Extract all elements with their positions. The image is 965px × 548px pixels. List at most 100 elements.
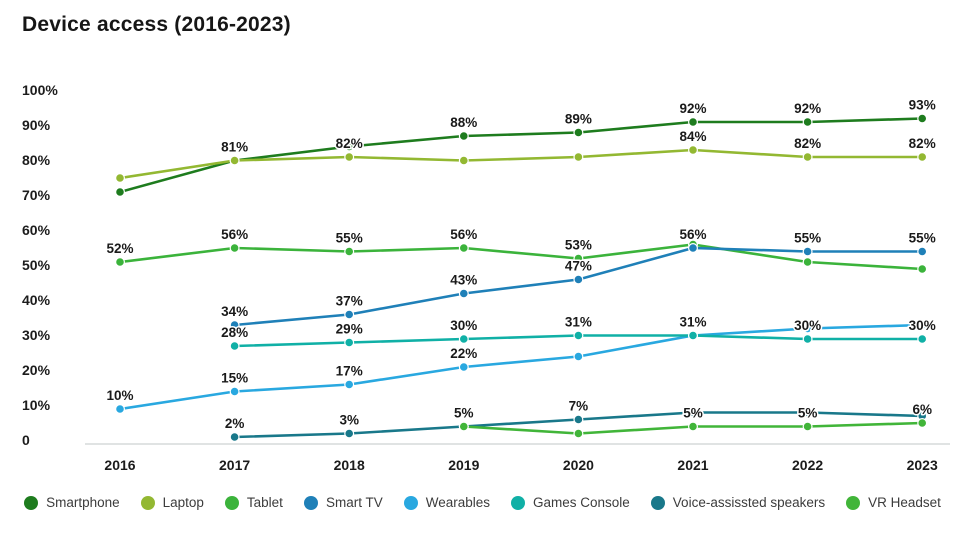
series-line-laptop [118,148,924,180]
legend-item-tablet[interactable]: Tablet [224,495,283,510]
data-point-label-games-console-2019: 30% [450,318,477,333]
y-axis-tick-label: 80% [22,152,51,168]
data-point-label-games-console-2017: 28% [221,325,248,340]
data-point-label-smart-tv-2022: 55% [794,231,821,246]
y-axis-tick-label: 20% [22,362,51,378]
data-point-label-vr-headset-2019: 5% [454,406,474,421]
data-point-tablet-2016 [114,257,125,268]
y-axis-tick-label: 40% [22,292,51,308]
data-point-label-wearables-2019: 22% [450,346,477,361]
data-point-laptop-2020 [573,152,584,163]
data-point-label-laptop-2021: 84% [679,129,706,144]
data-point-label-wearables-2016: 10% [106,388,133,403]
data-point-label-vr-headset-2021: 5% [683,406,703,421]
legend-swatch-smartphone [24,495,39,510]
data-point-tablet-2017 [229,243,240,254]
data-point-tablet-2018 [344,246,355,257]
data-point-label-smart-tv-2021: 56% [679,227,706,242]
data-point-wearables-2023 [917,320,928,331]
series-line-tablet [118,243,924,271]
legend-item-laptop[interactable]: Laptop [140,495,204,510]
legend-swatch-laptop [140,495,155,510]
data-point-label-laptop-2018: 82% [336,136,363,151]
y-axis-tick-label: 10% [22,397,51,413]
data-point-label-wearables-2018: 17% [336,364,363,379]
data-point-games-console-2022 [802,334,813,345]
data-point-label-smartphone-2020: 89% [565,112,592,127]
data-point-label-smartphone-2023: 93% [909,98,936,113]
legend-swatch-vr-headset [846,495,861,510]
data-point-label-tablet-2016: 52% [106,241,133,256]
data-point-label-laptop-2017: 81% [221,140,248,155]
legend-item-smartphone[interactable]: Smartphone [24,495,120,510]
legend-label: VR Headset [868,495,941,510]
x-axis-tick-label: 2022 [792,457,823,473]
data-point-label-games-console-2022: 30% [794,318,821,333]
y-axis-tick-label: 0 [22,432,30,448]
data-point-smart-tv-2017 [229,320,240,331]
data-point-label-smart-tv-2018: 37% [336,294,363,309]
x-axis-tick-label: 2023 [907,457,938,473]
data-point-label-smartphone-2019: 88% [450,115,477,130]
data-point-tablet-2022 [802,257,813,268]
data-point-label-games-console-2021: 31% [679,315,706,330]
legend-item-vr-headset[interactable]: VR Headset [846,495,941,510]
data-point-laptop-2021 [687,145,698,156]
data-point-games-console-2018 [344,337,355,348]
data-point-smartphone-2021 [687,116,698,127]
legend-item-wearables[interactable]: Wearables [403,495,490,510]
data-point-tablet-2023 [917,264,928,275]
data-point-games-console-2020 [573,330,584,341]
y-axis-tick-label: 90% [22,117,51,133]
chart-title: Device access (2016-2023) [22,13,291,36]
data-point-label-games-console-2023: 30% [909,318,936,333]
data-point-vr-headset-2023 [917,418,928,429]
legend-swatch-tablet [224,495,239,510]
data-point-smartphone-2020 [573,127,584,138]
data-point-smart-tv-2018 [344,309,355,320]
data-point-laptop-2022 [802,152,813,163]
data-point-label-tablet-2020: 53% [565,238,592,253]
legend-item-smart-tv[interactable]: Smart TV [303,495,383,510]
legend-label: Tablet [246,495,283,510]
legend-item-voice-assissted-speakers[interactable]: Voice-assissted speakers [650,495,826,510]
data-point-laptop-2023 [917,152,928,163]
y-axis-tick-label: 70% [22,187,51,203]
data-point-smartphone-2022 [802,116,813,127]
data-point-vr-headset-2019 [458,421,469,432]
series-line-smartphone [118,117,924,194]
data-point-label-laptop-2023: 82% [909,136,936,151]
x-axis-tick-label: 2018 [334,457,365,473]
x-axis-tick-label: 2020 [563,457,594,473]
data-point-smartphone-2019 [458,131,469,142]
y-axis-tick-label: 30% [22,327,51,343]
legend-label: Voice-assissted speakers [672,495,826,510]
legend-label: Laptop [162,495,204,510]
data-point-games-console-2023 [917,334,928,345]
legend: Smartphone Laptop Tablet Smart TV Wearables G… [0,495,965,510]
y-axis-tick-label: 60% [22,222,51,238]
data-point-laptop-2019 [458,155,469,166]
data-point-label-smart-tv-2023: 55% [909,231,936,246]
data-point-voice-assissted-speakers-2021 [687,407,698,418]
legend-label: Smartphone [46,495,120,510]
data-point-smart-tv-2019 [458,288,469,299]
series-line-wearables [118,323,924,411]
data-point-smart-tv-2021 [687,243,698,254]
legend-swatch-smart-tv [303,495,318,510]
x-axis-tick-label: 2021 [677,457,708,473]
data-point-smart-tv-2023 [917,246,928,257]
legend-item-games-console[interactable]: Games Console [511,495,630,510]
data-point-wearables-2016 [114,404,125,415]
data-point-label-smart-tv-2019: 43% [450,273,477,288]
data-point-tablet-2020 [573,253,584,264]
x-axis-tick-label: 2016 [104,457,135,473]
data-point-laptop-2016 [114,173,125,184]
data-point-smartphone-2018 [344,141,355,152]
data-point-label-games-console-2020: 31% [565,315,592,330]
y-axis-tick-label: 50% [22,257,51,273]
data-point-voice-assissted-speakers-2017 [229,432,240,443]
data-point-smart-tv-2022 [802,246,813,257]
data-point-voice-assissted-speakers-2020 [573,414,584,425]
